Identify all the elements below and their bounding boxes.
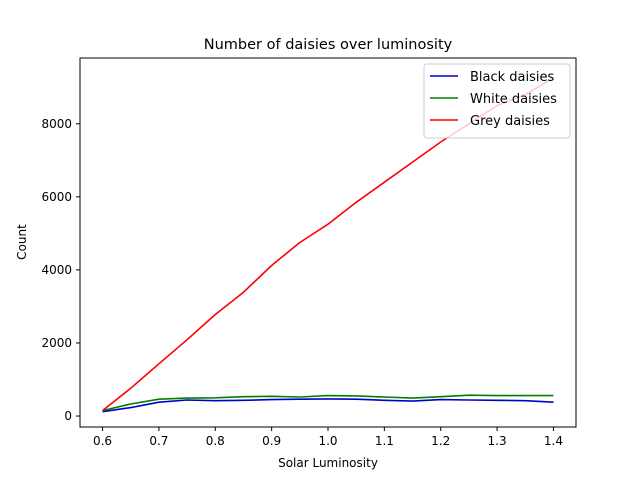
- series-line-white-daisies: [102, 394, 554, 412]
- x-tick-label: 0.7: [149, 434, 168, 448]
- series-line-black-daisies: [102, 398, 554, 413]
- x-axis-label: Solar Luminosity: [278, 456, 378, 470]
- y-axis: 0 2000 4000 6000 8000: [41, 117, 80, 423]
- y-tick-label: 4000: [41, 263, 72, 277]
- x-tick-label: 1.1: [375, 434, 394, 448]
- x-tick-label: 1.0: [318, 434, 337, 448]
- chart-title: Number of daisies over luminosity: [204, 37, 453, 53]
- legend: Black daisies White daisies Grey daisies: [423, 63, 571, 139]
- x-tick-label: 1.4: [544, 434, 563, 448]
- legend-label: Black daisies: [470, 70, 555, 85]
- x-tick-label: 0.6: [93, 434, 112, 448]
- y-tick-label: 0: [64, 409, 72, 423]
- y-tick-label: 6000: [41, 190, 72, 204]
- y-tick-label: 8000: [41, 117, 72, 131]
- x-tick-label: 0.8: [206, 434, 225, 448]
- legend-box: [423, 63, 571, 139]
- y-tick-label: 2000: [41, 336, 72, 350]
- x-tick-label: 1.2: [431, 434, 450, 448]
- x-axis: 0.6 0.7 0.8 0.9 1.0 1.1 1.2 1.3 1.4: [93, 427, 563, 448]
- x-tick-label: 0.9: [262, 434, 281, 448]
- legend-label: White daisies: [470, 92, 557, 107]
- legend-label: Grey daisies: [470, 114, 550, 129]
- y-axis-label: Count: [15, 224, 29, 260]
- x-tick-label: 1.3: [488, 434, 507, 448]
